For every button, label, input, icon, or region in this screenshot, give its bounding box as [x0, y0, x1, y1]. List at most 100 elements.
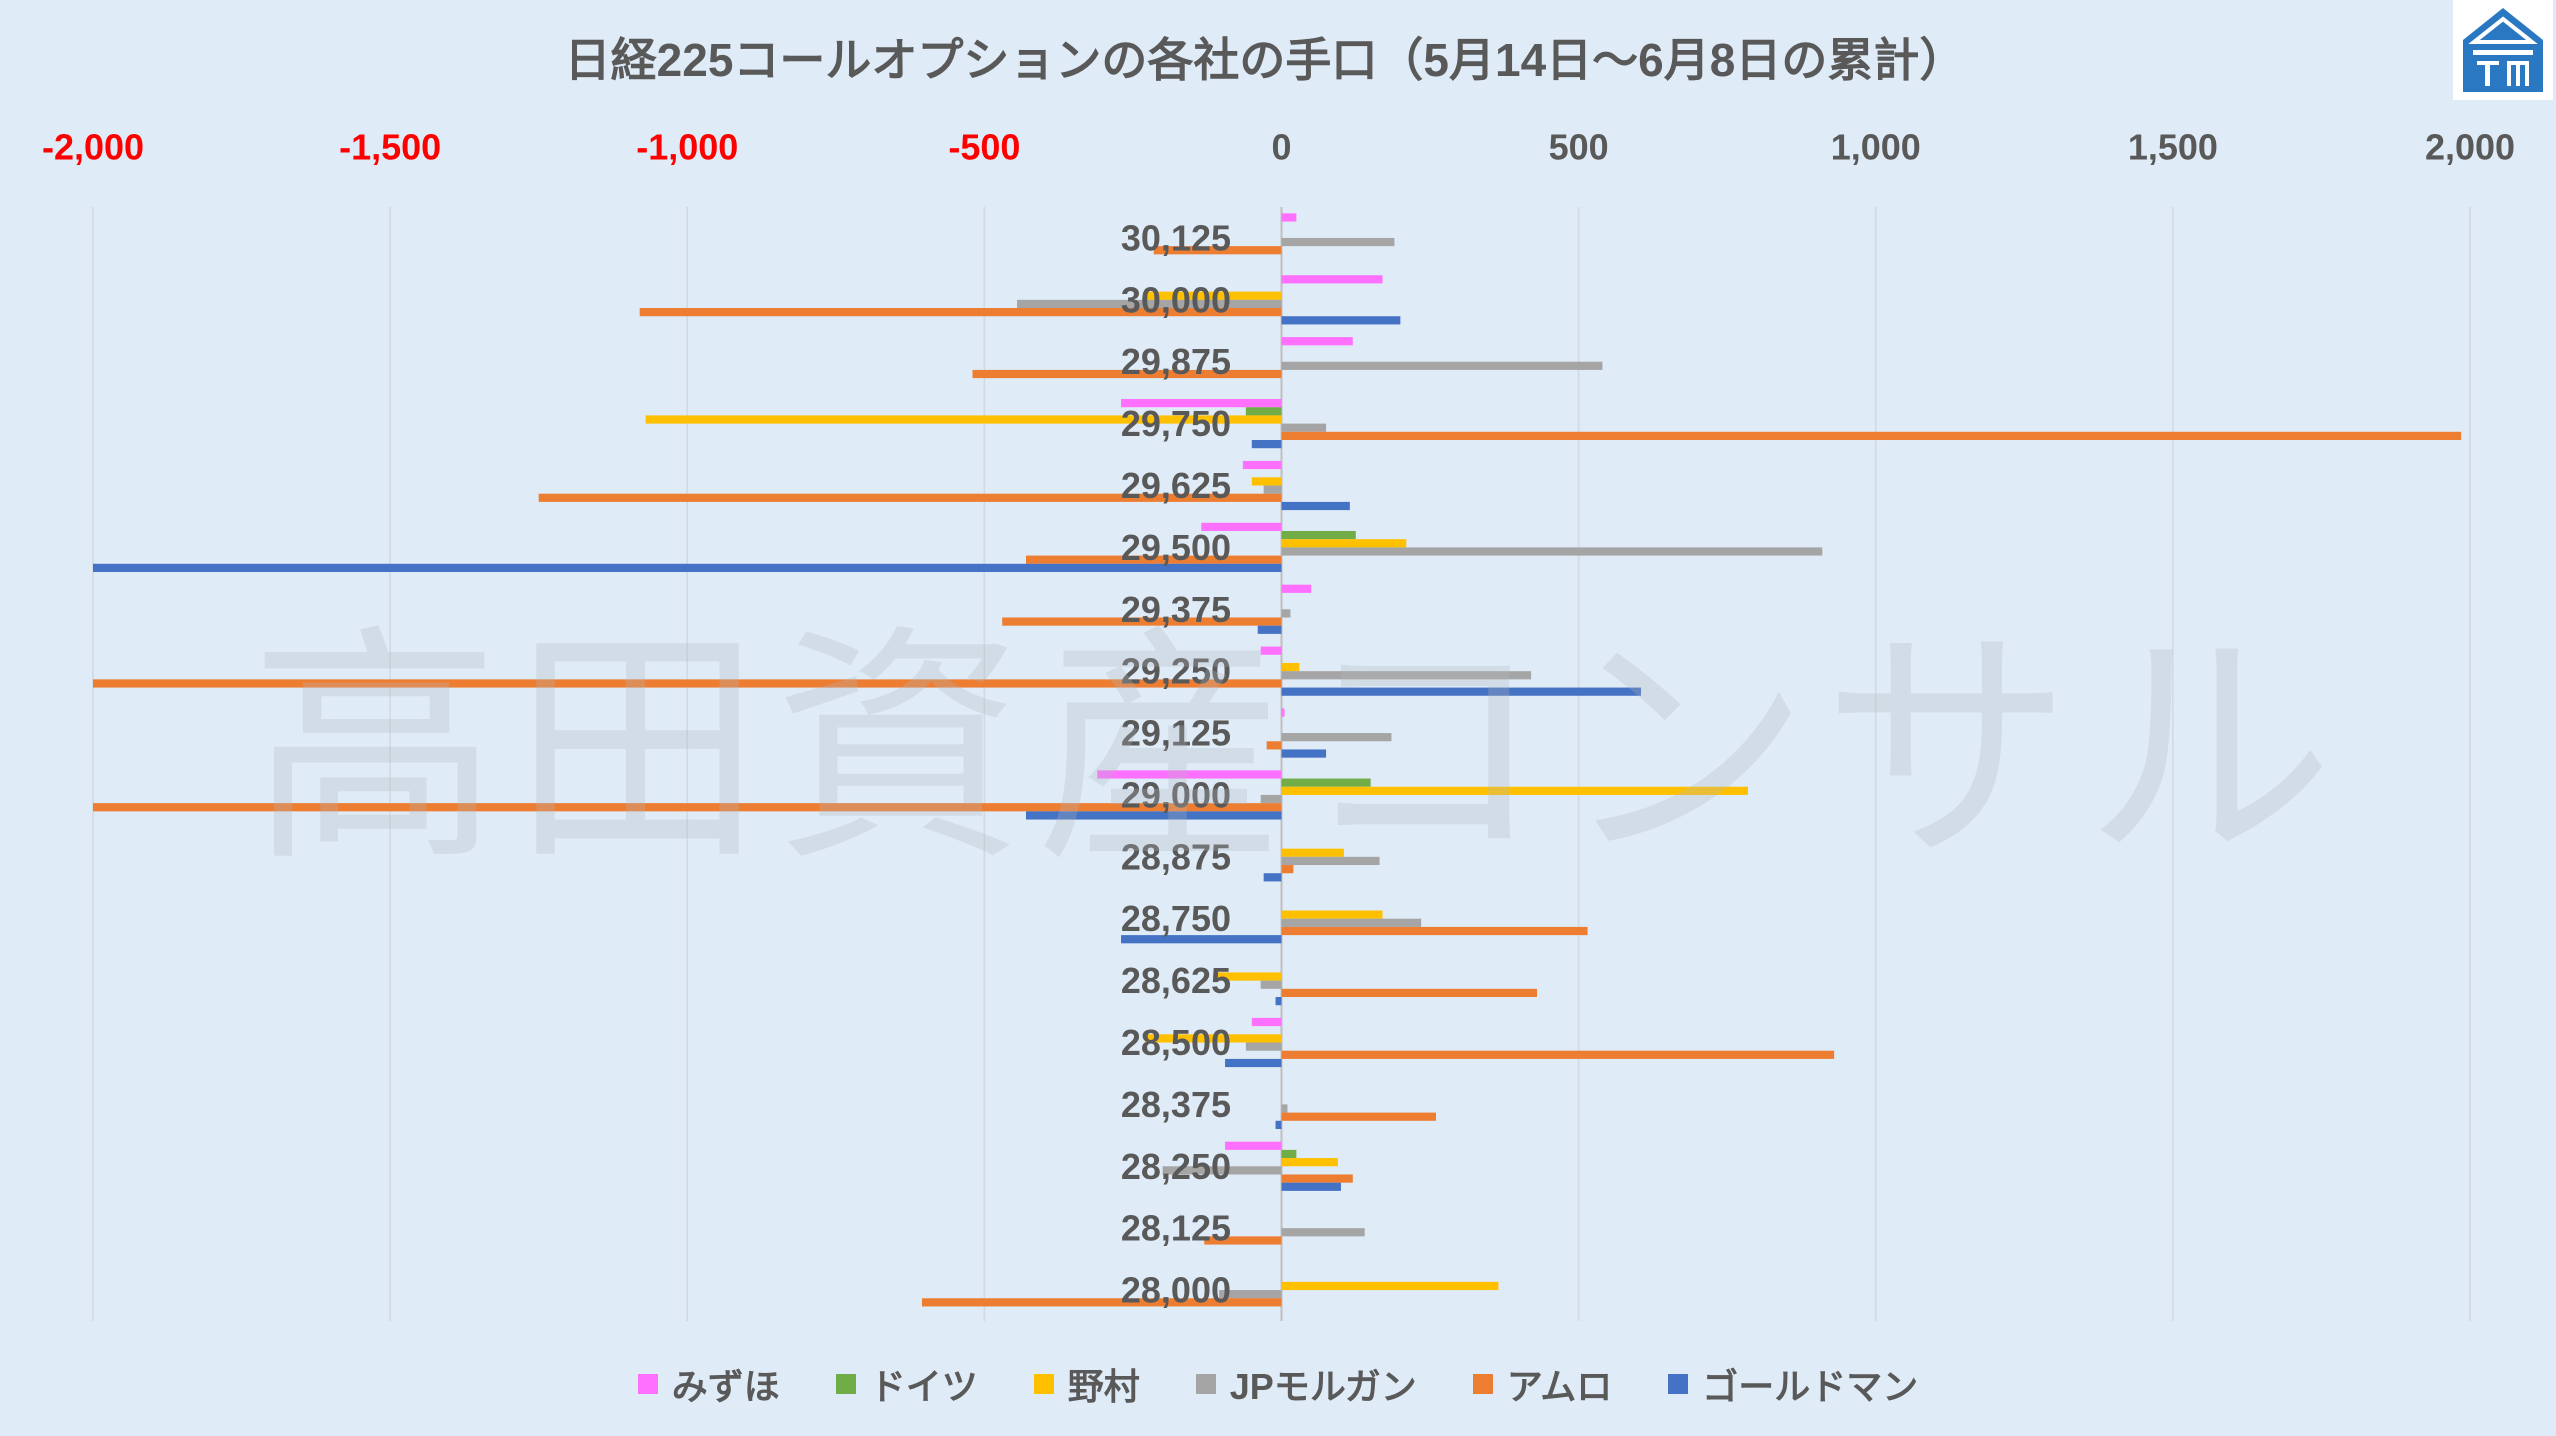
category-label: 28,500 [1121, 1022, 1231, 1063]
legend-swatch-goldman [1668, 1374, 1689, 1394]
bar-mizuho-29625 [1242, 460, 1282, 470]
legend-swatch-deutsche [835, 1374, 856, 1394]
legend-swatch-amro [1472, 1374, 1493, 1394]
x-tick-label: -1,000 [636, 127, 738, 168]
bar-amro-28875 [1281, 865, 1294, 874]
category-label: 30,000 [1121, 279, 1231, 320]
bar-jpmorgan-28625 [1260, 980, 1282, 989]
bar-nomura-28250 [1281, 1158, 1338, 1167]
bar-mizuho-30000 [1281, 275, 1383, 284]
bar-mizuho-29500 [1201, 522, 1282, 531]
category-label: 28,750 [1121, 898, 1231, 939]
bar-amro-29125 [1266, 741, 1282, 750]
x-tick-label: 0 [1271, 127, 1291, 168]
category-label: 29,625 [1121, 465, 1231, 506]
bar-amro-29250 [93, 679, 1282, 688]
bar-amro-29750 [1281, 431, 2462, 441]
category-label: 28,875 [1121, 836, 1231, 877]
bar-mizuho-29875 [1281, 337, 1353, 346]
category-label: 28,625 [1121, 960, 1231, 1001]
legend-label-mizuho: みずほ [671, 1366, 780, 1407]
bar-jpmorgan-29250 [1281, 671, 1532, 680]
bar-amro-29000 [93, 803, 1282, 812]
bar-mizuho-30125 [1281, 213, 1297, 222]
category-label: 29,500 [1121, 527, 1231, 568]
category-label: 29,750 [1121, 403, 1231, 444]
x-axis-ticks: -2,000 -1,500 -1,000 -500 0 500 1,000 1,500 2,00… [42, 127, 2515, 168]
legend-label-nomura: 野村 [1067, 1366, 1140, 1407]
bar-nomura-29625 [1251, 477, 1282, 486]
bar-mizuho-29250 [1260, 646, 1282, 655]
bar-goldman-28250 [1281, 1182, 1341, 1191]
legend-item-goldman: ゴールドマン [1668, 1358, 1918, 1410]
bar-amro-29375 [1002, 617, 1282, 626]
legend-swatch-mizuho [637, 1374, 658, 1394]
x-tick-label: 1,500 [2128, 127, 2218, 168]
bar-amro-29500 [1025, 555, 1282, 564]
legend-label-jpmorgan: JPモルガン [1229, 1366, 1417, 1407]
category-label: 28,125 [1121, 1208, 1231, 1249]
x-tick-label: -1,500 [339, 127, 441, 168]
legend-item-deutsche: ドイツ [835, 1358, 978, 1410]
bar-jpmorgan-28750 [1281, 918, 1422, 927]
category-label: 29,875 [1121, 341, 1231, 382]
legend-label-amro: アムロ [1506, 1366, 1613, 1407]
bar-amro-28250 [1281, 1174, 1353, 1183]
bar-amro-29625 [538, 493, 1282, 502]
x-tick-label: -500 [948, 127, 1020, 168]
bar-goldman-28750 [1121, 935, 1282, 944]
bar-jpmorgan-29875 [1281, 361, 1603, 370]
bar-goldman-29500 [93, 563, 1282, 572]
bar-goldman-29625 [1281, 501, 1350, 511]
bar-mizuho-29750 [1121, 399, 1282, 408]
bar-amro-28375 [1281, 1112, 1437, 1121]
bar-jpmorgan-28000 [1219, 1290, 1282, 1299]
bar-amro-28000 [921, 1298, 1282, 1307]
legend-label-goldman: ゴールドマン [1702, 1366, 1919, 1407]
category-label: 28,000 [1121, 1270, 1231, 1311]
bar-jpmorgan-29625 [1263, 485, 1282, 494]
bar-deutsche-28250 [1281, 1149, 1297, 1159]
legend-item-nomura: 野村 [1033, 1358, 1140, 1410]
category-label: 28,250 [1121, 1146, 1231, 1187]
x-tick-label: 2,000 [2425, 127, 2515, 168]
bar-nomura-28625 [1216, 972, 1282, 981]
bar-goldman-28375 [1275, 1120, 1282, 1129]
bar-goldman-29000 [1025, 811, 1282, 820]
bar-nomura-28875 [1281, 848, 1344, 857]
legend-label-deutsche: ドイツ [869, 1366, 978, 1407]
bar-jpmorgan-28875 [1281, 856, 1380, 866]
category-label: 29,000 [1121, 774, 1231, 815]
bar-amro-28625 [1281, 988, 1538, 998]
category-label: 29,250 [1121, 651, 1231, 692]
bar-jpmorgan-28250 [1162, 1166, 1282, 1175]
bar-goldman-28875 [1263, 873, 1282, 882]
bar-mizuho-29375 [1281, 584, 1312, 593]
category-label: 28,375 [1121, 1084, 1231, 1125]
bar-amro-28125 [1204, 1236, 1282, 1245]
legend-item-jpmorgan: JPモルガン [1195, 1358, 1417, 1410]
bar-amro-30125 [1153, 246, 1282, 255]
bar-amro-29875 [972, 369, 1282, 379]
bar-nomura-30000 [1144, 291, 1282, 300]
bar-jpmorgan-30000 [1017, 299, 1282, 309]
bar-nomura-29250 [1281, 662, 1300, 672]
bar-jpmorgan-28125 [1281, 1228, 1365, 1237]
bar-deutsche-29500 [1281, 530, 1356, 540]
bar-goldman-29375 [1257, 625, 1282, 634]
bar-deutsche-29000 [1281, 778, 1371, 787]
bar-mizuho-29125 [1281, 708, 1285, 717]
bar-amro-30000 [639, 308, 1282, 317]
bar-goldman-29125 [1281, 749, 1327, 758]
bar-goldman-28625 [1275, 997, 1282, 1006]
bar-amro-28750 [1281, 926, 1588, 936]
bar-nomura-28500 [1144, 1034, 1282, 1043]
x-tick-label: -2,000 [42, 127, 144, 168]
bar-deutsche-29750 [1245, 407, 1282, 416]
bar-jpmorgan-28500 [1245, 1042, 1282, 1051]
bar-nomura-29500 [1281, 539, 1407, 548]
bar-jpmorgan-29125 [1281, 733, 1392, 742]
bar-nomura-29750 [645, 415, 1282, 424]
bar-mizuho-28250 [1225, 1141, 1282, 1150]
